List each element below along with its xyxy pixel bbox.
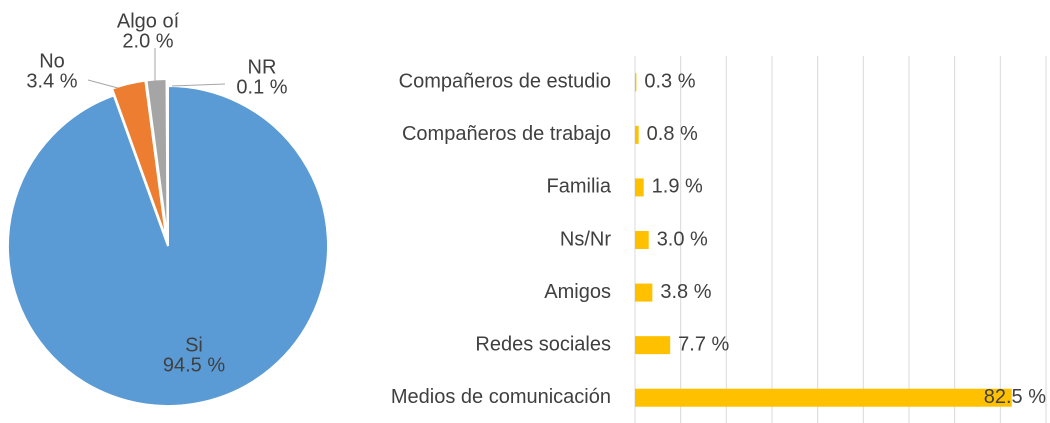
slice-label: Algo oí	[117, 10, 180, 32]
leader-line	[87, 79, 119, 89]
slice-value-label: 2.0 %	[122, 30, 173, 52]
bar-value-label: 3.0 %	[657, 228, 708, 250]
bar-value-label: 1.9 %	[652, 176, 703, 198]
bar	[635, 336, 671, 355]
slice-label: No	[39, 50, 65, 72]
leader-line	[171, 83, 226, 87]
pie-slice	[165, 77, 169, 240]
pie-slice	[7, 84, 329, 407]
bar	[635, 73, 637, 92]
bar	[635, 231, 649, 249]
category-label: Medios de comunicación	[391, 386, 611, 408]
pie-slice	[110, 79, 168, 240]
bar-value-label: 0.3 %	[644, 71, 695, 93]
category-label: Redes sociales	[475, 333, 611, 355]
slice-label: Si	[185, 334, 203, 356]
bar-value-label: 7.7 %	[678, 333, 729, 355]
category-label: Amigos	[544, 281, 611, 303]
bar-value-label: 3.8 %	[660, 281, 711, 303]
slice-value-label: 3.4 %	[26, 70, 77, 92]
category-label: Ns/Nr	[560, 228, 611, 250]
bar-value-label: 82.5 %	[984, 386, 1046, 408]
bar	[635, 283, 653, 302]
bar	[635, 125, 639, 144]
category-label: Compañeros de estudio	[399, 71, 611, 93]
slice-label: NR	[248, 56, 277, 78]
slice-value-label: 94.5 %	[163, 354, 225, 376]
bar-value-label: 0.8 %	[647, 123, 698, 145]
category-label: Familia	[547, 176, 612, 198]
slice-value-label: 0.1 %	[236, 76, 287, 98]
bar	[635, 178, 644, 197]
category-label: Compañeros de trabajo	[402, 123, 611, 145]
bar	[635, 388, 1012, 407]
